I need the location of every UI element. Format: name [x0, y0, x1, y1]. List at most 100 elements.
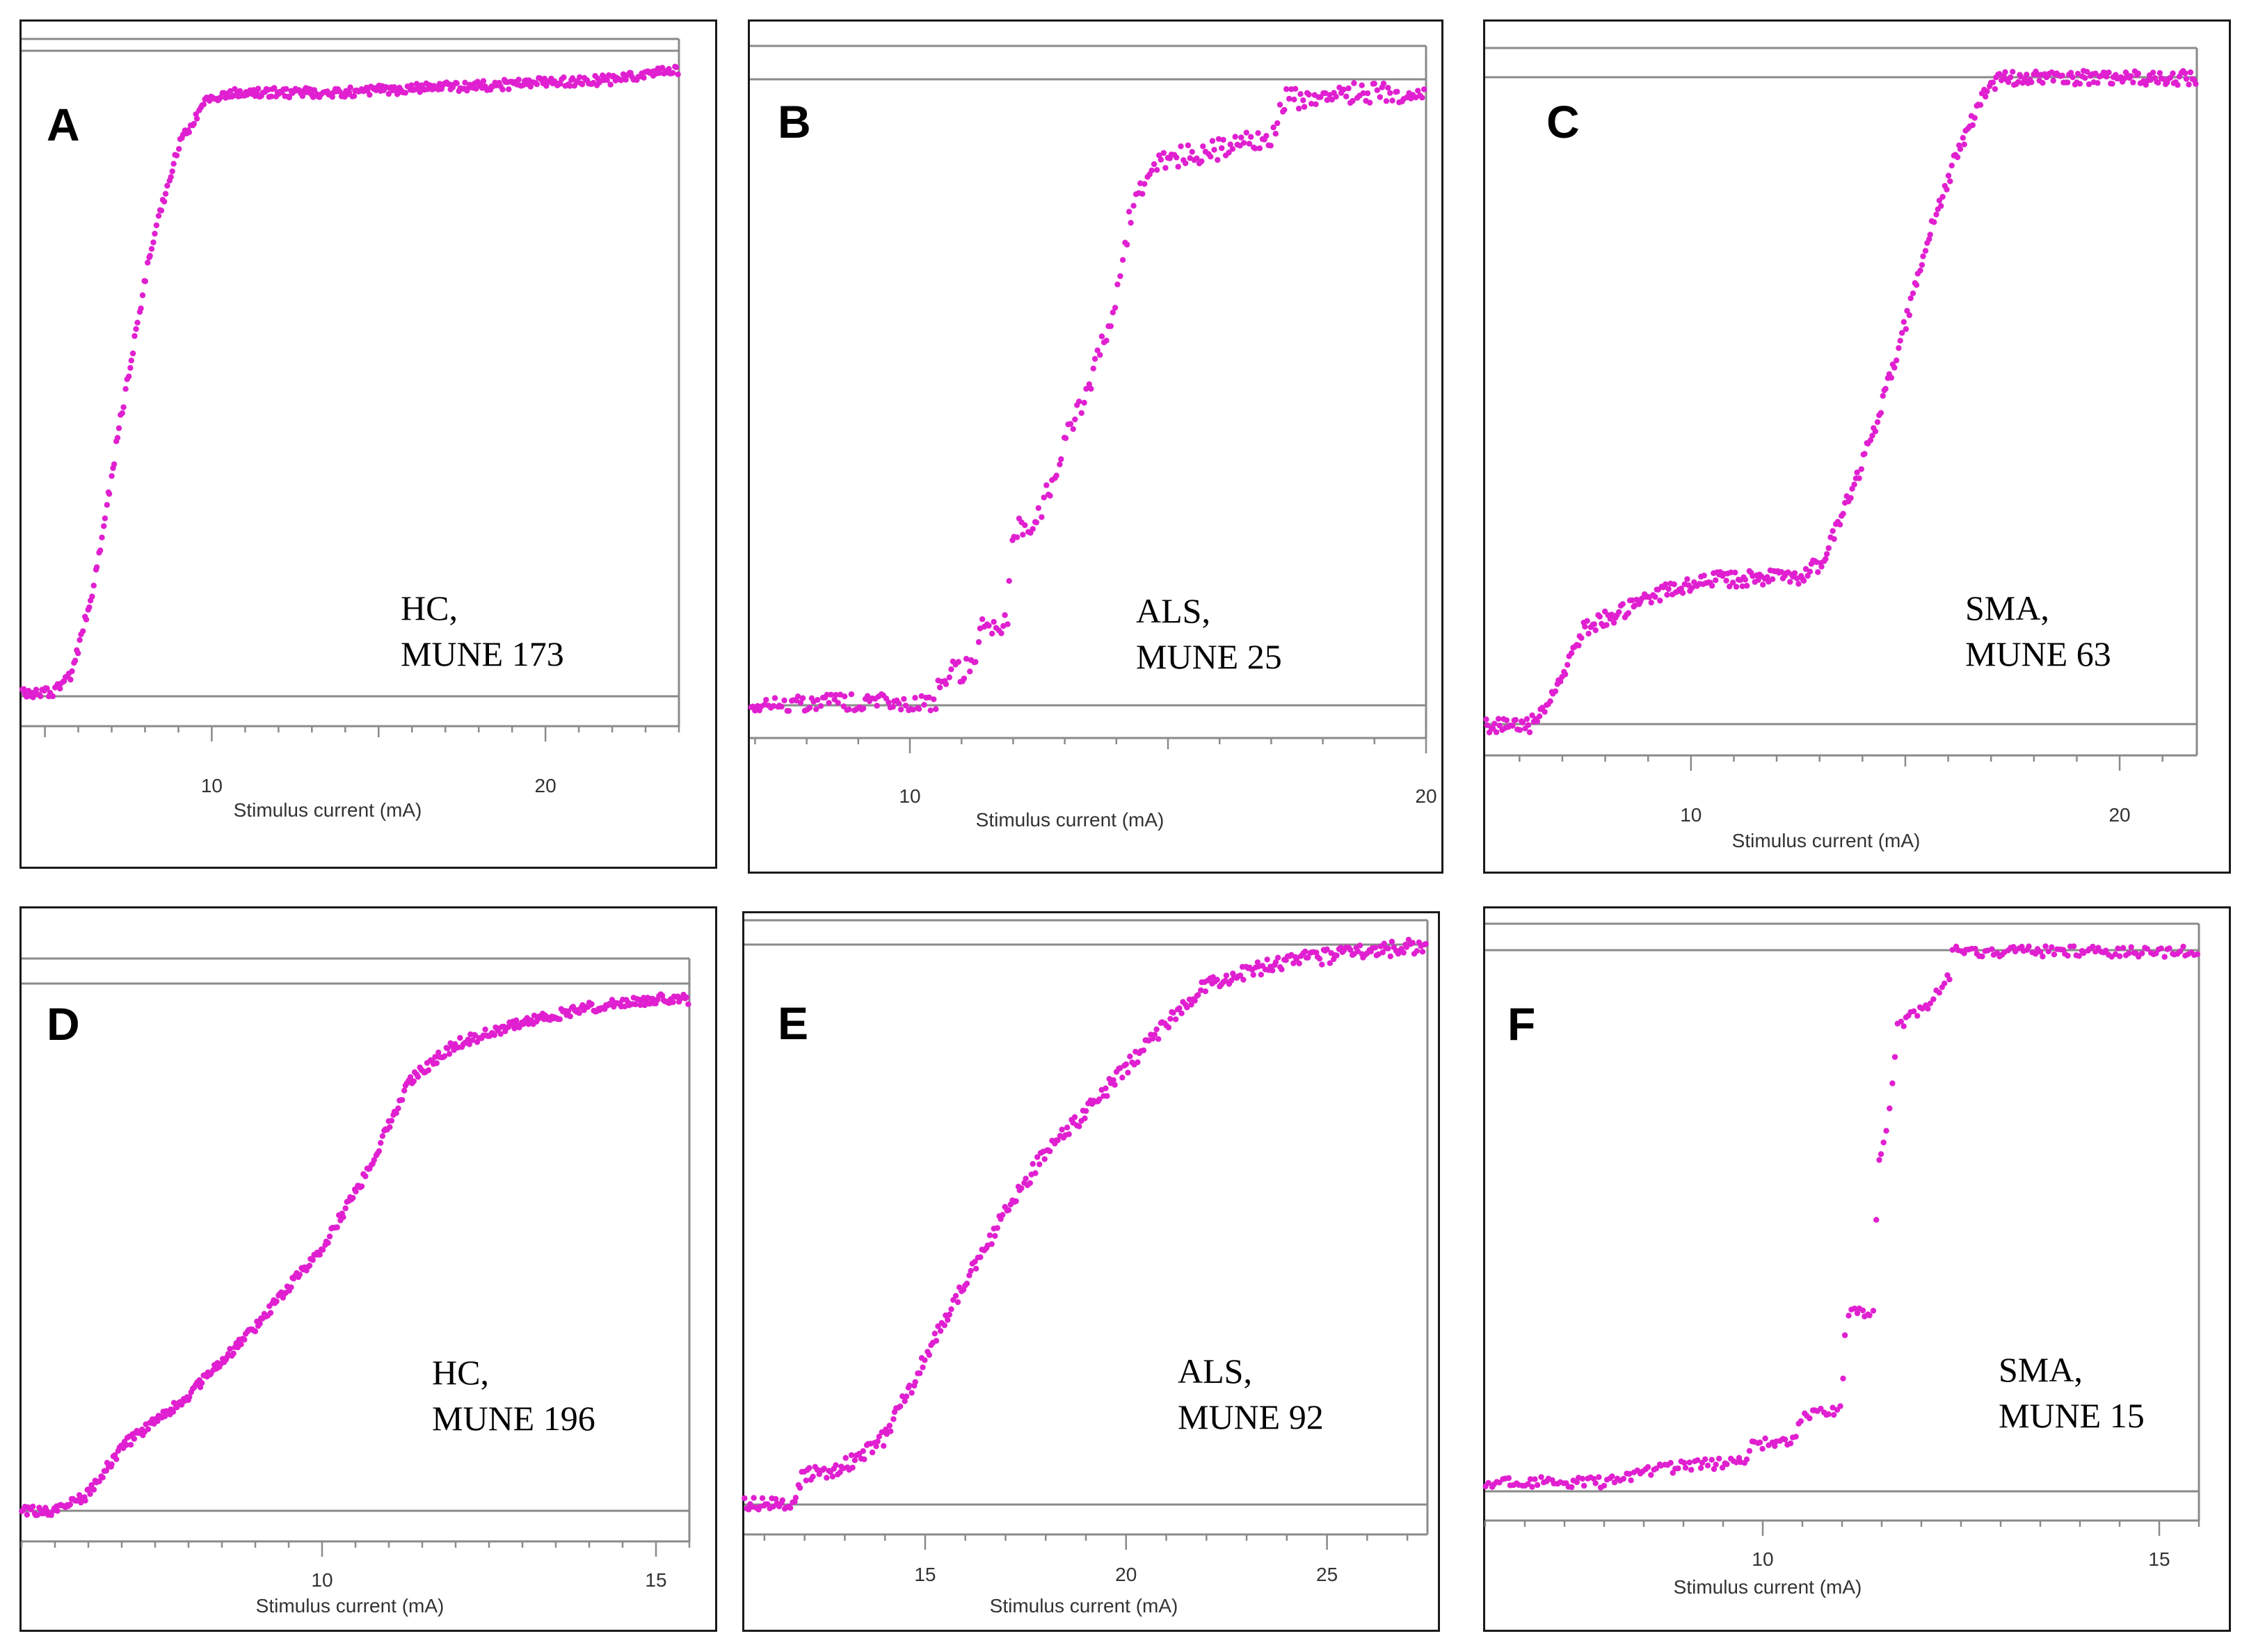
data-point — [1644, 1463, 1651, 1470]
data-point — [2059, 72, 2065, 79]
data-point — [491, 1032, 497, 1038]
data-point — [806, 705, 813, 711]
data-point — [191, 120, 197, 127]
data-point — [945, 1317, 951, 1323]
data-point — [394, 91, 401, 97]
data-point — [299, 93, 306, 99]
data-point — [1880, 392, 1886, 399]
data-point — [1387, 90, 1393, 96]
x-tick-label-d: 15 — [645, 1569, 667, 1591]
data-point — [385, 90, 392, 97]
data-point — [238, 1341, 244, 1347]
data-point — [1405, 936, 1412, 943]
data-point — [402, 90, 408, 96]
data-point — [824, 691, 831, 698]
data-point — [565, 1008, 572, 1014]
data-series-e — [742, 936, 1429, 1513]
data-point — [1374, 87, 1380, 93]
data-point — [2160, 76, 2166, 82]
data-point — [1936, 990, 1942, 996]
data-point — [968, 1267, 974, 1274]
data-point — [1510, 723, 1516, 729]
data-point — [148, 246, 155, 252]
panel-c: C SMA, MUNE 63 Stimulus current (mA) 10 2… — [1483, 19, 2231, 874]
data-point — [803, 1477, 809, 1484]
panel-letter-f: F — [1507, 998, 1536, 1050]
data-point — [89, 593, 95, 600]
data-point — [1933, 211, 1939, 218]
data-point — [133, 326, 139, 332]
data-point — [145, 259, 151, 266]
data-point — [2187, 69, 2194, 76]
data-point — [268, 93, 275, 99]
data-point — [946, 674, 952, 680]
data-point — [641, 74, 647, 81]
data-point — [1596, 614, 1603, 620]
data-point — [2040, 80, 2046, 86]
data-point — [886, 699, 892, 706]
data-point — [992, 1233, 998, 1239]
data-point — [83, 616, 90, 623]
data-point — [1240, 140, 1247, 146]
data-point — [1837, 1403, 1843, 1409]
data-point — [145, 1426, 152, 1432]
data-point — [632, 1001, 639, 1008]
data-point — [1091, 355, 1098, 362]
data-point — [286, 94, 293, 101]
data-point — [966, 1272, 973, 1278]
data-point — [317, 1251, 323, 1258]
data-point — [267, 1310, 274, 1316]
data-point — [1030, 1161, 1036, 1167]
data-point — [842, 693, 848, 700]
data-point — [155, 213, 162, 219]
data-point — [2167, 74, 2173, 81]
data-point — [2070, 943, 2077, 949]
data-point — [1825, 545, 1832, 552]
data-point — [963, 655, 970, 662]
data-point — [1151, 1032, 1158, 1038]
data-point — [1127, 1053, 1133, 1059]
data-point — [2109, 81, 2115, 87]
data-point — [1906, 312, 1912, 319]
data-point — [75, 650, 81, 657]
x-axis-label-f: Stimulus current (mA) — [1673, 1576, 1862, 1598]
data-point — [1960, 135, 1966, 141]
data-point — [2183, 76, 2190, 82]
data-point — [1894, 357, 1900, 364]
data-point — [534, 81, 540, 88]
data-point — [861, 1456, 867, 1463]
data-point — [499, 86, 506, 93]
data-point — [1603, 622, 1610, 628]
data-point — [851, 1457, 858, 1463]
data-point — [1388, 938, 1395, 945]
data-point — [134, 319, 141, 326]
data-point — [230, 1350, 237, 1356]
data-point — [1897, 337, 1903, 344]
data-point — [1256, 145, 1263, 152]
data-point — [441, 1053, 448, 1059]
data-point — [2090, 943, 2096, 950]
data-point — [1723, 577, 1729, 584]
data-point — [358, 1183, 365, 1189]
data-point — [80, 628, 86, 634]
x-tick-label-f: 10 — [1752, 1548, 1774, 1570]
data-point — [1097, 352, 1103, 358]
data-point — [1158, 157, 1164, 163]
data-point — [1841, 1332, 1848, 1338]
data-point — [1377, 94, 1383, 100]
data-point — [101, 523, 107, 529]
data-point — [1075, 399, 1082, 405]
data-point — [1170, 1009, 1176, 1016]
annotation-c: SMA, MUNE 63 — [1965, 585, 2111, 677]
chart-c — [1483, 47, 2199, 771]
data-series-d — [19, 991, 691, 1518]
data-point — [1831, 1411, 1837, 1418]
data-point — [1232, 134, 1238, 140]
data-point — [1117, 273, 1123, 280]
data-point — [1327, 960, 1333, 966]
data-point — [1372, 945, 1379, 951]
data-point — [1030, 526, 1036, 532]
data-point — [273, 1298, 280, 1305]
data-point — [150, 239, 157, 246]
data-point — [379, 1133, 386, 1139]
